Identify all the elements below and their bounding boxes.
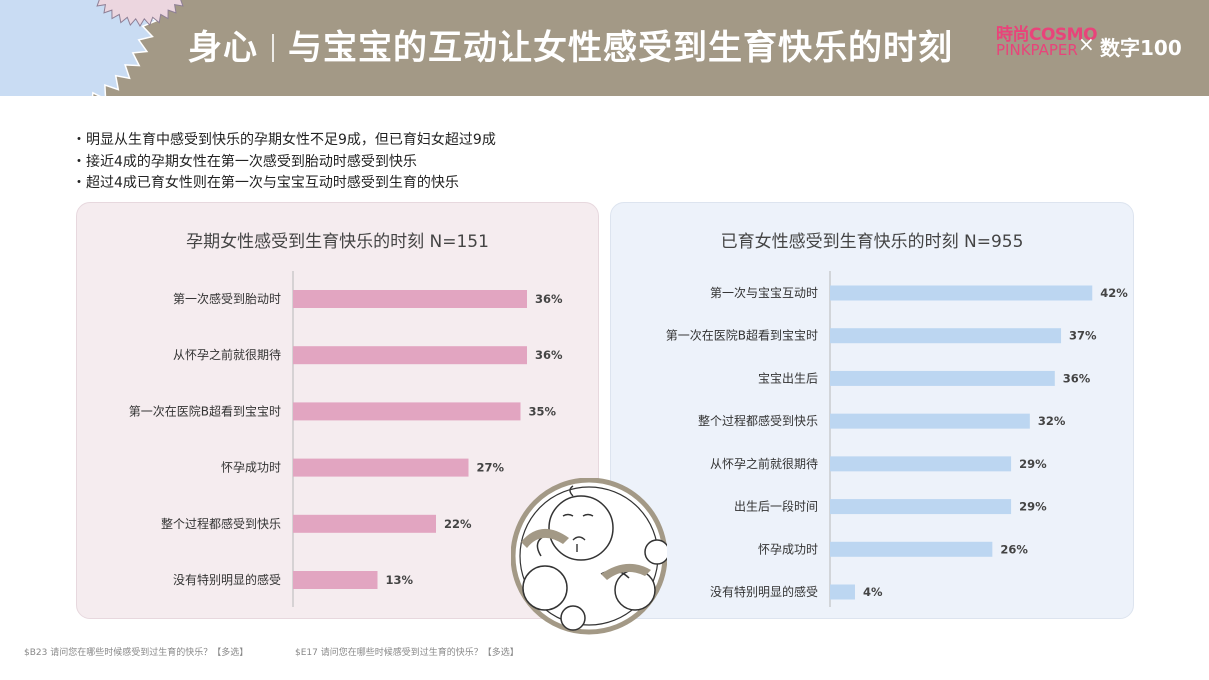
footnote-right: $E17 请问您在哪些时候感受到过生育的快乐？【多选】: [295, 648, 519, 658]
bar: [830, 285, 1093, 301]
cosmo-logo-line2: PINKPAPER: [996, 41, 1078, 59]
value-label: 36%: [1063, 371, 1091, 385]
page-title: 身心 与宝宝的互动让女性感受到生育快乐的时刻: [188, 20, 953, 69]
value-label: 27%: [477, 461, 505, 475]
key-findings-list: 明显从生育中感受到快乐的孕期女性不足9成，但已育妇女超过9成 接近4成的孕期女性…: [86, 130, 496, 195]
pregnant-chart-panel: 孕期女性感受到生育快乐的时刻 N=151 第一次感受到胎动时 36% 从怀孕之前就很…: [76, 202, 599, 619]
pregnant-bar-chart: 第一次感受到胎动时 36% 从怀孕之前就很期待 36% 第一次在医院B超看到宝宝时 35%…: [129, 271, 563, 607]
baby-illustration: [511, 478, 667, 635]
bar: [293, 458, 469, 477]
pregnant-chart-title: 孕期女性感受到生育快乐的时刻 N=151: [186, 232, 489, 252]
mother-chart-title: 已育女性感受到生育快乐的时刻 N=955: [720, 232, 1024, 252]
finding-item: 超过4成已育女性则在第一次与宝宝互动时感受到生育的快乐: [86, 173, 496, 195]
value-label: 13%: [386, 573, 414, 587]
blue-burst-decoration: [0, 0, 159, 96]
category-label: 宝宝出生后: [758, 371, 818, 385]
value-label: 22%: [444, 517, 472, 531]
bar: [830, 370, 1055, 386]
title-divider: [272, 34, 274, 62]
bar: [830, 541, 993, 557]
bar: [830, 499, 1012, 515]
finding-item: 明显从生育中感受到快乐的孕期女性不足9成，但已育妇女超过9成: [86, 130, 496, 152]
category-label: 整个过程都感受到快乐: [161, 516, 281, 531]
category-label: 第一次在医院B超看到宝宝时: [129, 403, 281, 418]
bar: [830, 328, 1062, 344]
header-bar: 身心 与宝宝的互动让女性感受到生育快乐的时刻 時尚COSMO PINKPAPER ×…: [0, 0, 1209, 96]
value-label: 32%: [1038, 414, 1066, 428]
category-label: 出生后一段时间: [734, 499, 818, 514]
category-label: 从怀孕之前就很期待: [173, 347, 281, 362]
mother-chart-panel: 已育女性感受到生育快乐的时刻 N=955 第一次与宝宝互动时 42% 第一次在医院B…: [610, 202, 1134, 619]
bar: [830, 584, 855, 600]
bar: [293, 346, 527, 365]
value-label: 36%: [535, 348, 563, 362]
value-label: 37%: [1069, 329, 1097, 343]
category-label: 从怀孕之前就很期待: [710, 456, 818, 471]
bar: [293, 571, 378, 589]
value-label: 36%: [535, 292, 563, 306]
category-label: 第一次与宝宝互动时: [710, 286, 818, 300]
title-section: 身心: [188, 28, 258, 68]
footnote-left: $B23 请问您在哪些时候感受到过生育的快乐？【多选】: [24, 648, 249, 658]
mother-bar-chart: 第一次与宝宝互动时 42% 第一次在医院B超看到宝宝时 37% 宝宝出生后 36% 整个过程…: [666, 271, 1128, 607]
category-label: 没有特别明显的感受: [173, 572, 281, 587]
value-label: 29%: [1019, 500, 1047, 514]
cosmo-logo-line1: 時尚COSMO: [996, 25, 1098, 45]
category-label: 整个过程都感受到快乐: [698, 413, 818, 428]
value-label: 26%: [1000, 542, 1028, 556]
category-label: 没有特别明显的感受: [710, 584, 818, 599]
category-label: 第一次感受到胎动时: [173, 291, 281, 306]
logo-cross-icon: ×: [1078, 32, 1095, 56]
finding-item: 接近4成的孕期女性在第一次感受到胎动时感受到快乐: [86, 152, 496, 174]
value-label: 35%: [529, 404, 557, 418]
bar: [830, 456, 1012, 472]
value-label: 29%: [1019, 457, 1047, 471]
title-text: 与宝宝的互动让女性感受到生育快乐的时刻: [288, 28, 953, 68]
value-label: 42%: [1100, 286, 1128, 300]
category-label: 怀孕成功时: [221, 461, 281, 475]
digit100-logo: 数字100: [1100, 36, 1182, 60]
cosmo-logo: 時尚COSMO PINKPAPER: [996, 25, 1098, 59]
bar: [293, 290, 527, 308]
bar: [830, 413, 1030, 429]
category-label: 怀孕成功时: [758, 542, 818, 556]
value-label: 4%: [863, 585, 883, 599]
bar: [293, 402, 521, 421]
bar: [293, 514, 436, 533]
pink-burst-decoration: [96, 0, 184, 27]
category-label: 第一次在医院B超看到宝宝时: [666, 328, 818, 343]
